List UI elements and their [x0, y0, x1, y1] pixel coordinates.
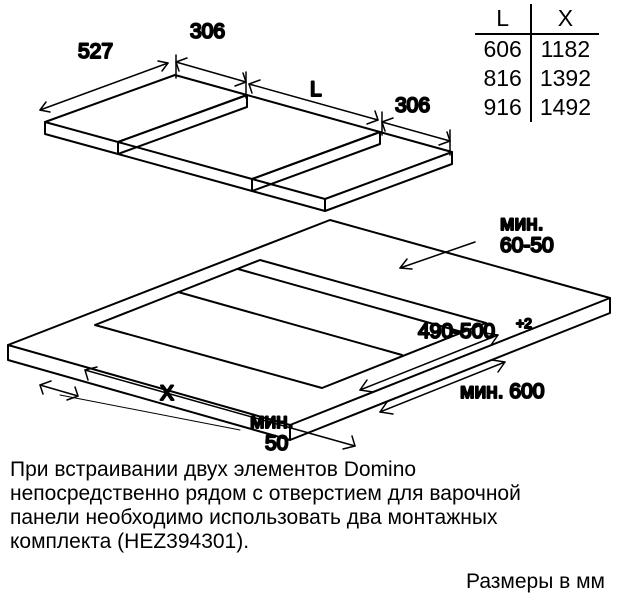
dim-490-500-tol: +2	[516, 315, 532, 331]
dim-gap-label: мин.	[500, 212, 544, 235]
dim-L: L	[310, 78, 322, 101]
dim-306-left: 306	[190, 20, 225, 43]
dim-gap-val: 60-50	[500, 234, 554, 257]
units-label: Размеры в мм	[466, 570, 605, 594]
dim-306-right: 306	[395, 94, 430, 117]
lx-header-x: X	[531, 4, 599, 34]
dim-min50-label: мин.	[250, 410, 294, 433]
table-row: 816 1392	[475, 64, 599, 93]
table-row: 916 1492	[475, 93, 599, 122]
dim-min50-val: 50	[265, 432, 288, 455]
dim-X: X	[160, 382, 174, 405]
table-row: 606 1182	[475, 34, 599, 64]
dim-min600: мин. 600	[460, 380, 544, 403]
dim-490-500: 490-500	[418, 320, 495, 343]
lx-table: L X 606 1182 816 1392 916 1492	[475, 4, 599, 122]
dim-527: 527	[78, 40, 113, 63]
lx-header-l: L	[475, 4, 530, 34]
installation-note: При встраивании двух элементов Domino не…	[10, 458, 590, 555]
